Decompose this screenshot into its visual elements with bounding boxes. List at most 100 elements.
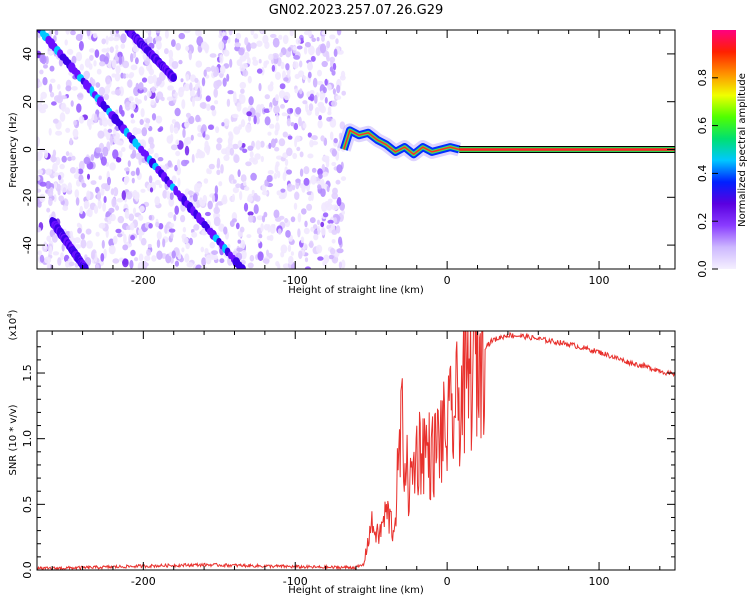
noise-blob bbox=[295, 107, 302, 115]
snr-y-axis-label: SNR (10 * v/v) bbox=[8, 404, 19, 475]
noise-blob bbox=[321, 164, 325, 172]
noise-blob bbox=[236, 247, 244, 252]
noise-blob bbox=[194, 77, 199, 83]
noise-blob bbox=[305, 102, 309, 113]
noise-blob bbox=[324, 97, 328, 104]
noise-blob bbox=[115, 30, 119, 34]
noise-blob bbox=[174, 164, 178, 172]
noise-blob bbox=[166, 135, 173, 144]
noise-blob bbox=[232, 113, 239, 119]
noise-blob bbox=[300, 236, 305, 244]
noise-blob bbox=[310, 175, 317, 185]
noise-blob bbox=[293, 55, 300, 60]
noise-blob bbox=[238, 93, 243, 99]
noise-blob bbox=[267, 223, 271, 233]
noise-blob bbox=[148, 68, 155, 76]
noise-blob bbox=[62, 205, 69, 211]
noise-blob bbox=[309, 89, 315, 95]
noise-blob bbox=[216, 169, 221, 176]
noise-blob bbox=[70, 30, 76, 36]
noise-blob bbox=[159, 126, 164, 132]
noise-blob bbox=[157, 157, 164, 162]
noise-blob bbox=[178, 59, 183, 65]
noise-blob bbox=[288, 255, 294, 265]
noise-blob bbox=[317, 80, 324, 86]
snr-y-multiplier: (x104) bbox=[6, 309, 19, 340]
noise-blob bbox=[215, 143, 222, 151]
noise-blob bbox=[333, 48, 338, 57]
noise-blob bbox=[331, 100, 338, 107]
noise-blob bbox=[101, 239, 105, 249]
noise-blob bbox=[114, 89, 122, 96]
noise-blob bbox=[208, 163, 215, 170]
noise-blob bbox=[145, 118, 151, 124]
noise-blob bbox=[67, 182, 73, 192]
noise-blob bbox=[124, 209, 130, 219]
noise-blob bbox=[185, 112, 191, 118]
noise-blob bbox=[106, 47, 110, 53]
noise-blob bbox=[267, 170, 274, 175]
noise-blob bbox=[135, 128, 142, 135]
noise-blob bbox=[287, 135, 293, 140]
noise-blob bbox=[108, 245, 116, 255]
noise-blob bbox=[60, 183, 68, 193]
noise-blob bbox=[211, 250, 219, 256]
noise-blob bbox=[201, 77, 206, 87]
noise-blob bbox=[109, 162, 116, 171]
noise-blob bbox=[117, 215, 125, 224]
noise-blob bbox=[86, 190, 91, 201]
noise-blob bbox=[323, 254, 330, 264]
noise-blob bbox=[226, 73, 230, 82]
noise-blob bbox=[141, 77, 148, 83]
noise-blob bbox=[256, 40, 263, 47]
noise-blob bbox=[98, 111, 106, 119]
y-tick-label: 0 bbox=[21, 146, 34, 153]
noise-blob bbox=[205, 95, 211, 102]
noise-blob bbox=[240, 239, 246, 250]
noise-blob bbox=[99, 61, 106, 67]
y-tick-label: 1.0 bbox=[21, 430, 34, 448]
noise-blob bbox=[169, 223, 175, 228]
noise-blob bbox=[215, 126, 220, 134]
noise-blob bbox=[341, 259, 346, 269]
noise-blob bbox=[37, 250, 42, 256]
noise-blob bbox=[209, 53, 217, 58]
noise-blob bbox=[98, 175, 102, 180]
noise-blob bbox=[333, 138, 338, 144]
noise-blob bbox=[331, 70, 336, 76]
noise-blob bbox=[193, 224, 200, 231]
noise-blob bbox=[321, 35, 325, 42]
noise-blob bbox=[263, 60, 268, 69]
noise-blob bbox=[229, 58, 233, 68]
noise-blob bbox=[152, 74, 157, 84]
noise-blob bbox=[278, 215, 285, 220]
noise-blob bbox=[299, 168, 304, 177]
noise-blob bbox=[307, 61, 313, 70]
noise-blob bbox=[130, 113, 134, 119]
noise-blob bbox=[139, 119, 144, 125]
noise-blob bbox=[200, 127, 205, 134]
noise-blob bbox=[48, 128, 52, 136]
noise-blob bbox=[314, 107, 320, 114]
noise-blob bbox=[120, 110, 125, 117]
noise-blob bbox=[83, 156, 91, 165]
noise-blob bbox=[149, 187, 154, 193]
noise-blob bbox=[228, 132, 234, 142]
noise-blob bbox=[212, 194, 216, 203]
x-tick-label: -100 bbox=[283, 274, 308, 287]
noise-blob bbox=[47, 51, 54, 55]
noise-blob bbox=[41, 243, 48, 253]
noise-blob bbox=[335, 179, 341, 185]
noise-blob bbox=[264, 94, 270, 100]
snr-y-ticks: 0.0 0.5 1.0 1.5 bbox=[21, 346, 675, 579]
spectrogram-y-axis-label: Frequency (Hz) bbox=[8, 112, 19, 188]
noise-blob bbox=[213, 71, 218, 78]
noise-blob bbox=[284, 218, 289, 223]
noise-blob bbox=[169, 123, 174, 134]
noise-blob bbox=[301, 208, 307, 215]
noise-blob bbox=[258, 234, 263, 239]
noise-blob bbox=[233, 91, 237, 101]
noise-blob bbox=[278, 194, 286, 200]
noise-blob bbox=[317, 184, 322, 190]
